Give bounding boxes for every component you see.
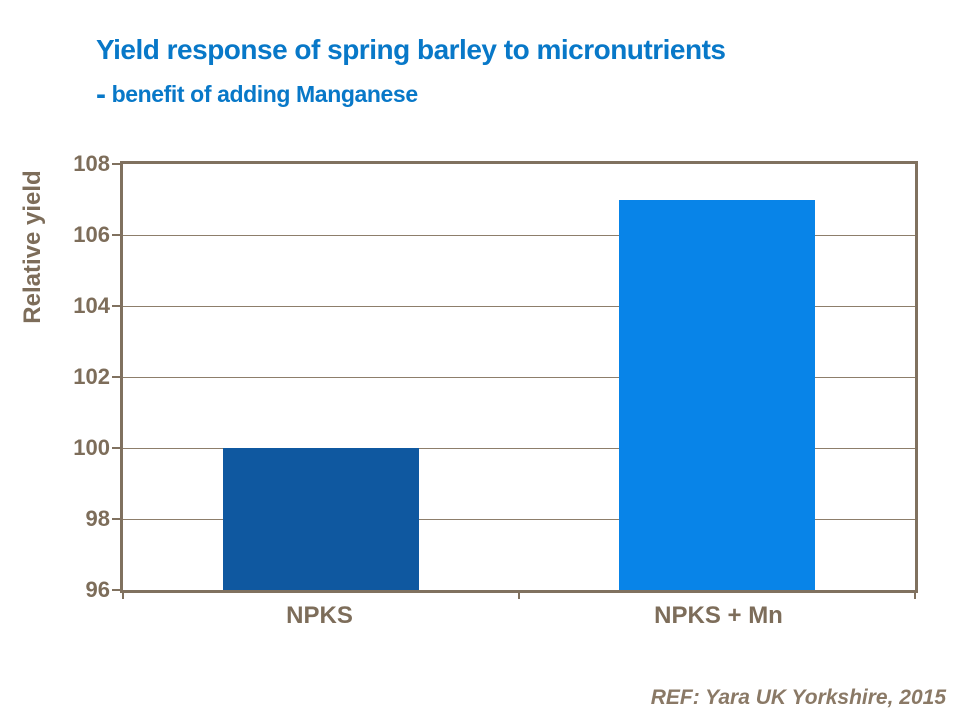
y-tick-label-104: 104 <box>73 293 110 318</box>
chart-title: Yield response of spring barley to micro… <box>96 34 726 65</box>
gridline-100 <box>123 447 915 449</box>
y-tick-96 <box>112 589 120 591</box>
y-tick-label-102: 102 <box>73 364 110 389</box>
y-tick-label-100: 100 <box>73 435 110 460</box>
bar-npks <box>223 448 419 590</box>
y-tick-104 <box>112 304 120 307</box>
y-tick-label-98: 98 <box>85 506 110 531</box>
y-tick-100 <box>112 446 120 449</box>
bar-npks-mn <box>619 199 815 590</box>
x-category-label-npks: NPKS <box>286 602 353 629</box>
y-tick-labels: 96 98 100 102 104 106 108 <box>40 151 110 602</box>
gridline-106 <box>123 234 915 236</box>
chart-subtitle: - benefit of adding Manganese <box>96 78 418 112</box>
gridline-98 <box>123 519 915 520</box>
y-tick-label-96: 96 <box>85 577 110 602</box>
y-tick-label-108: 108 <box>73 151 110 176</box>
y-tick-106 <box>112 233 120 236</box>
plot-area <box>112 161 918 599</box>
x-category-label-npks-mn: NPKS + Mn <box>654 602 783 629</box>
y-tick-102 <box>112 376 120 378</box>
gridline-102 <box>123 377 915 378</box>
y-tick-108 <box>112 163 120 165</box>
gridline-104 <box>123 305 915 307</box>
subtitle-text: benefit of adding Manganese <box>111 81 419 107</box>
x-tick-2 <box>914 592 916 599</box>
subtitle-dash: - <box>96 78 106 111</box>
reference-text: REF: Yara UK Yorkshire, 2015 <box>650 686 946 709</box>
y-tick-label-106: 106 <box>73 222 110 247</box>
x-tick-0 <box>122 592 124 599</box>
x-category-labels: NPKS NPKS + Mn <box>120 602 918 630</box>
y-tick-98 <box>112 518 120 520</box>
x-tick-1 <box>518 592 520 599</box>
